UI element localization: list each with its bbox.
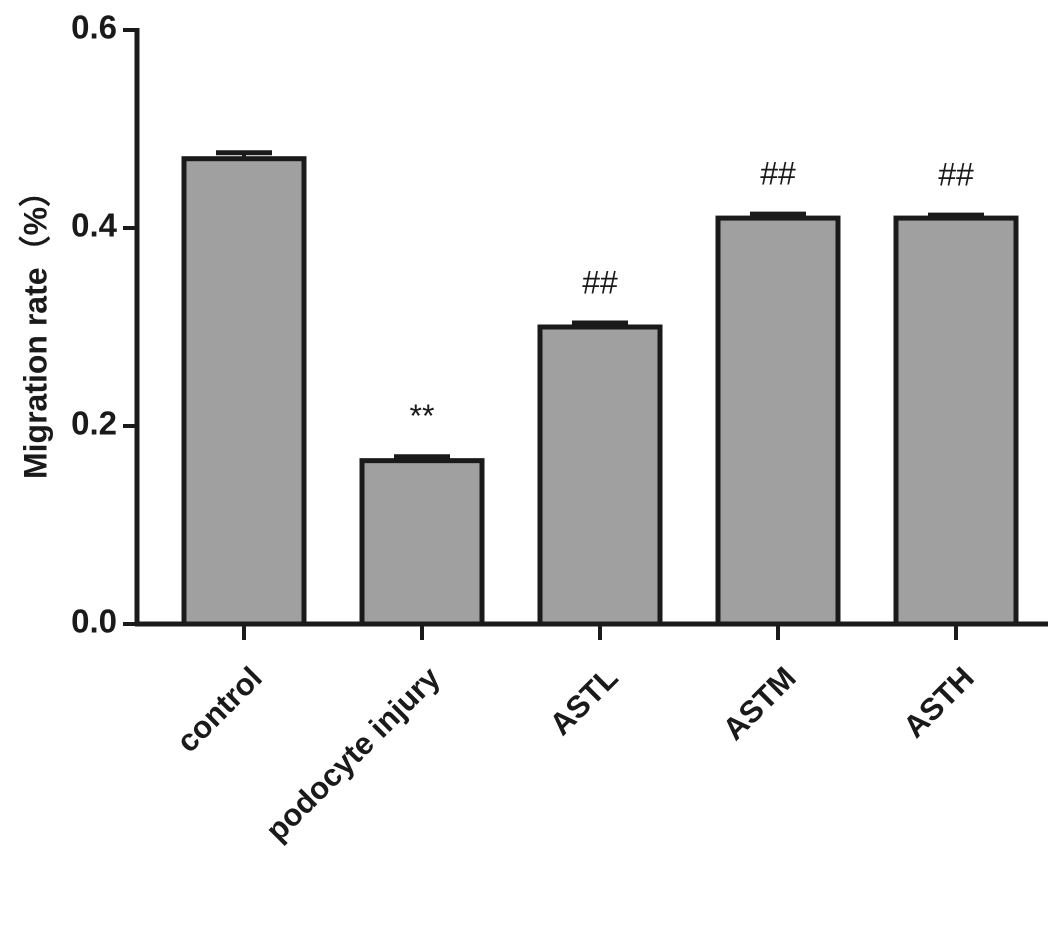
x-tick-label: podocyte injury	[259, 659, 447, 847]
annotation: ##	[582, 264, 618, 300]
x-tick-label: ASTL	[543, 660, 625, 742]
x-tick-label: ASTH	[896, 660, 980, 744]
x-tick-label: ASTM	[716, 660, 803, 747]
bar	[181, 156, 307, 627]
x-tick-label: control	[170, 660, 269, 759]
y-tick-label: 0.4	[71, 207, 118, 244]
bar	[715, 215, 841, 627]
annotation: ##	[938, 157, 974, 193]
y-tick-label: 0.0	[71, 603, 117, 640]
y-tick-label: 0.6	[71, 9, 117, 46]
y-tick-label: 0.2	[71, 405, 117, 442]
bar	[893, 215, 1019, 627]
bar	[359, 458, 485, 627]
annotation: **	[410, 398, 435, 434]
annotation: ##	[760, 156, 796, 192]
bar	[537, 324, 663, 627]
y-axis-title: Migration rate（%）	[17, 175, 53, 479]
